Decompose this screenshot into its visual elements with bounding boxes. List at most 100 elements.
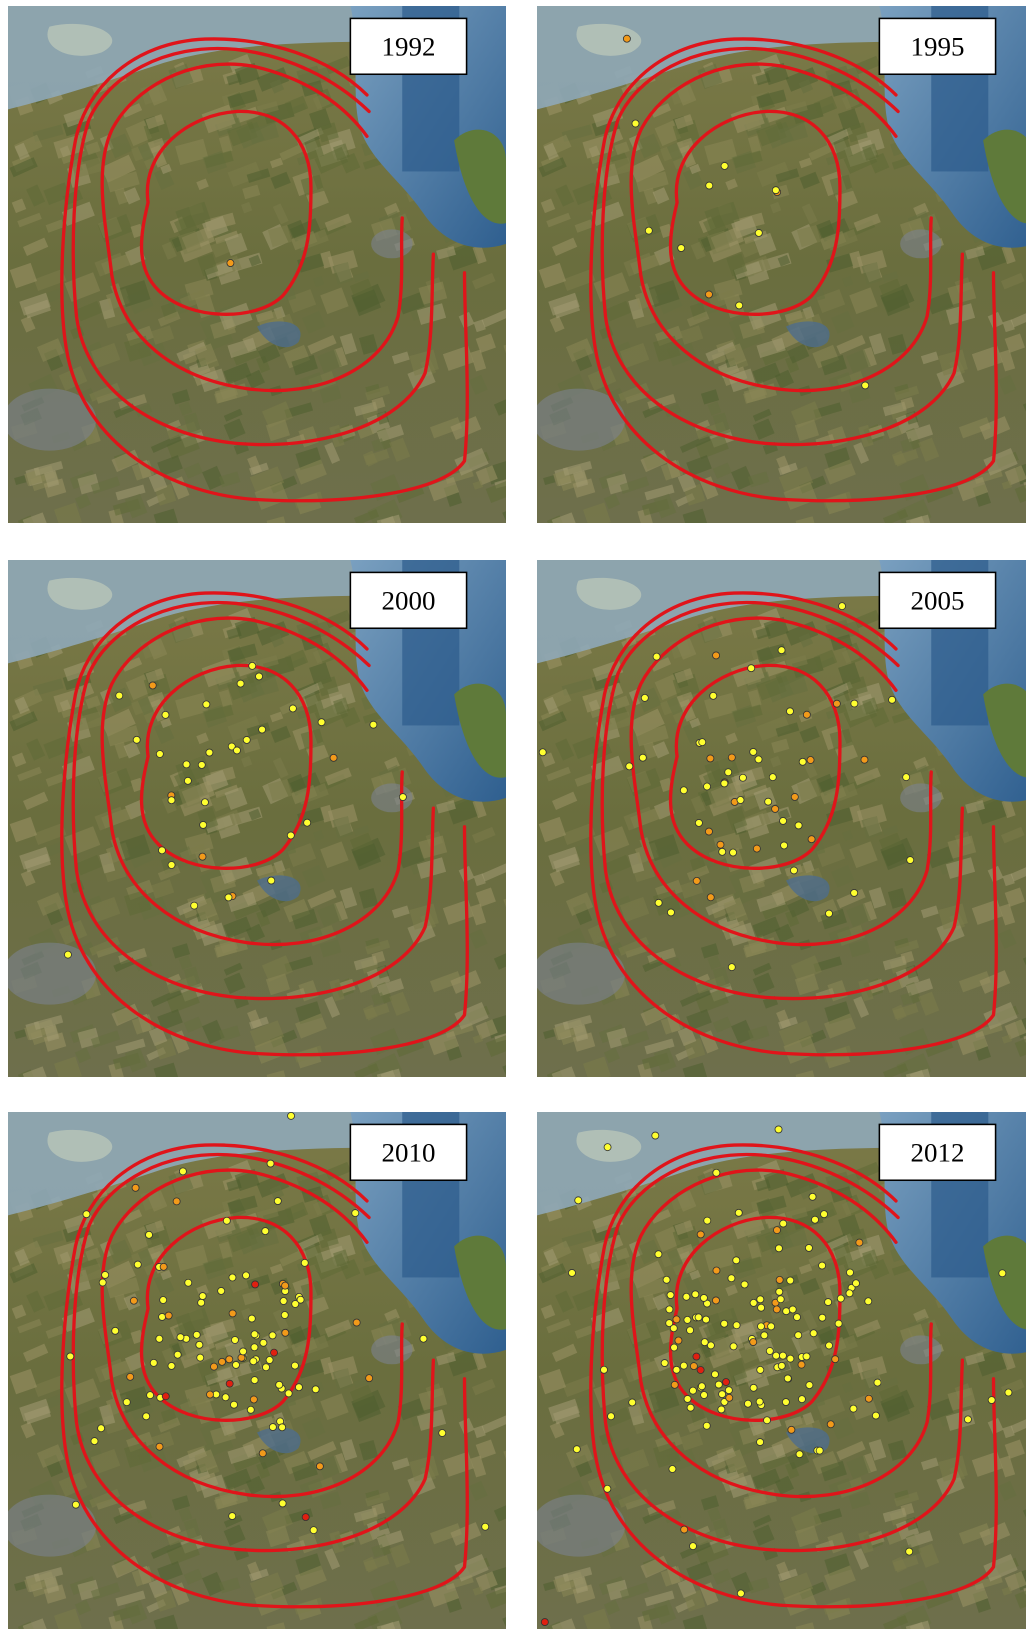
event-point bbox=[197, 1298, 206, 1307]
event-point bbox=[772, 1305, 781, 1314]
year-box bbox=[878, 571, 997, 630]
event-point bbox=[756, 1295, 765, 1304]
event-point bbox=[574, 1196, 583, 1205]
event-point bbox=[129, 1296, 138, 1305]
event-point bbox=[270, 1348, 278, 1357]
event-point bbox=[855, 1238, 864, 1247]
event-point bbox=[864, 1297, 873, 1306]
event-point bbox=[221, 1393, 230, 1402]
event-point bbox=[786, 707, 794, 716]
event-point bbox=[720, 162, 729, 170]
event-point bbox=[131, 1183, 140, 1192]
event-point bbox=[1004, 1388, 1013, 1397]
event-point bbox=[329, 753, 338, 762]
event-point bbox=[783, 1374, 792, 1383]
event-point bbox=[198, 1292, 207, 1300]
event-point bbox=[258, 725, 267, 734]
event-point bbox=[239, 1347, 248, 1356]
event-point bbox=[146, 1391, 155, 1400]
event-point bbox=[284, 1389, 293, 1398]
event-point bbox=[754, 755, 763, 764]
event-point bbox=[987, 1396, 996, 1404]
event-point bbox=[705, 181, 714, 190]
event-point bbox=[807, 835, 816, 844]
event-point bbox=[682, 1292, 691, 1301]
event-point bbox=[317, 718, 326, 727]
event-point bbox=[795, 1450, 804, 1459]
map-panel: 2000 bbox=[8, 528, 506, 1077]
event-point bbox=[838, 602, 846, 611]
event-point bbox=[265, 1356, 274, 1364]
event-point bbox=[757, 1322, 765, 1331]
event-point bbox=[786, 1354, 795, 1363]
year-label: 2000 bbox=[382, 586, 436, 616]
event-point bbox=[706, 893, 715, 902]
event-point bbox=[122, 1398, 131, 1407]
event-point bbox=[963, 1415, 972, 1424]
event-point bbox=[826, 1420, 835, 1429]
event-point bbox=[763, 1416, 771, 1425]
event-point bbox=[309, 1526, 318, 1535]
event-point bbox=[603, 1484, 612, 1493]
event-point bbox=[178, 1167, 187, 1176]
year-label: 2005 bbox=[911, 586, 965, 616]
event-point bbox=[182, 760, 191, 769]
event-point bbox=[679, 786, 688, 795]
event-point bbox=[815, 1446, 824, 1455]
event-point bbox=[662, 1275, 671, 1284]
event-point bbox=[850, 889, 859, 897]
event-point bbox=[280, 1311, 289, 1319]
event-point bbox=[818, 1313, 827, 1322]
event-point bbox=[274, 1097, 281, 1104]
event-point bbox=[790, 793, 799, 801]
event-point bbox=[744, 1399, 752, 1408]
event-point bbox=[735, 301, 744, 310]
event-point bbox=[700, 1338, 709, 1347]
event-point bbox=[736, 1589, 745, 1598]
event-point bbox=[699, 1094, 706, 1101]
event-point bbox=[278, 1423, 287, 1432]
event-point bbox=[206, 1390, 214, 1399]
event-point bbox=[249, 1395, 258, 1404]
event-point bbox=[172, 1197, 181, 1206]
event-point bbox=[159, 1296, 168, 1304]
event-point bbox=[365, 1374, 374, 1383]
event-point bbox=[242, 736, 251, 744]
event-point bbox=[864, 1394, 873, 1403]
event-point bbox=[644, 226, 653, 235]
year-box bbox=[349, 17, 468, 76]
event-point bbox=[217, 1287, 226, 1295]
event-point bbox=[236, 679, 245, 688]
event-point bbox=[205, 748, 214, 757]
event-point bbox=[689, 1542, 697, 1551]
event-point bbox=[173, 1350, 182, 1359]
event-point bbox=[167, 528, 174, 535]
event-point bbox=[696, 1366, 705, 1374]
event-point bbox=[677, 244, 686, 252]
event-point bbox=[278, 1499, 287, 1508]
event-point bbox=[702, 1315, 710, 1324]
event-point bbox=[680, 1525, 689, 1534]
event-point bbox=[161, 710, 170, 719]
event-point bbox=[836, 1294, 845, 1303]
event-point bbox=[797, 1360, 806, 1369]
event-point bbox=[148, 681, 157, 690]
event-point bbox=[184, 1278, 193, 1287]
event-point bbox=[768, 773, 777, 782]
event-point bbox=[668, 1465, 677, 1473]
event-point bbox=[712, 1296, 720, 1305]
event-point bbox=[155, 1334, 164, 1343]
event-point bbox=[749, 1338, 758, 1346]
event-point bbox=[736, 796, 745, 804]
event-point bbox=[281, 1328, 290, 1337]
event-point bbox=[66, 1352, 75, 1361]
event-point bbox=[700, 1391, 709, 1399]
event-point bbox=[691, 1290, 700, 1299]
event-point bbox=[729, 1342, 738, 1351]
event-point bbox=[71, 1500, 80, 1509]
event-point bbox=[228, 1512, 237, 1521]
event-point bbox=[818, 1261, 827, 1270]
event-point bbox=[781, 1398, 790, 1406]
event-point bbox=[727, 753, 736, 762]
event-point bbox=[651, 1131, 660, 1140]
